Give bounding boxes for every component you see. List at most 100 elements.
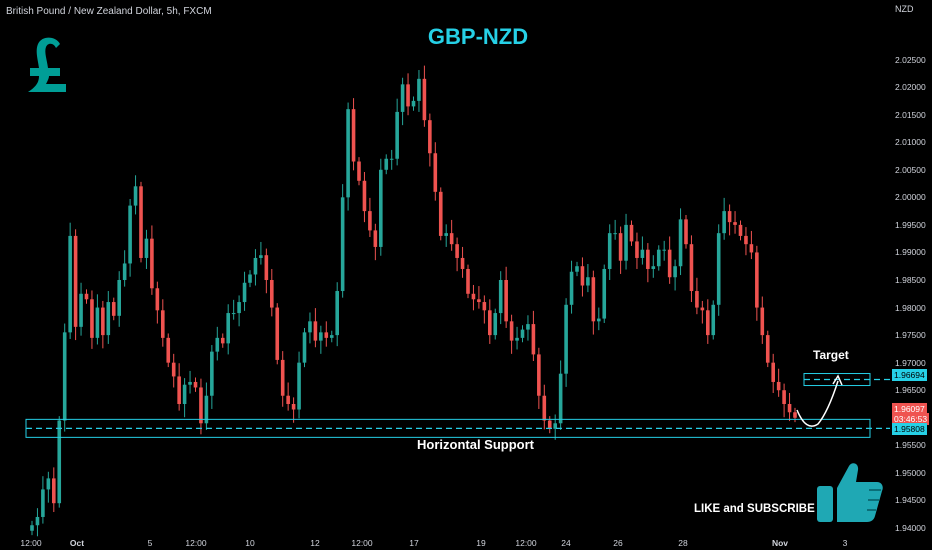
overlays-layer: [25, 373, 890, 438]
candle-body: [673, 266, 677, 278]
candle-body: [684, 219, 688, 245]
candle-body: [498, 280, 503, 314]
candle-body: [319, 332, 323, 341]
candle-body: [357, 161, 361, 181]
candle-body: [515, 337, 519, 341]
candle-body: [351, 109, 356, 162]
candle-body: [700, 307, 705, 311]
candle-body: [488, 310, 492, 336]
candle-body: [122, 263, 127, 280]
candle-body: [738, 224, 743, 236]
candle-body: [346, 109, 350, 198]
y-tick-label: 1.99500: [895, 219, 926, 230]
y-tick-label: 1.98500: [895, 275, 926, 285]
candle-body: [389, 158, 394, 160]
candle-body: [101, 307, 105, 336]
symbol-description: British Pound / New Zealand Dollar, 5h, …: [6, 6, 212, 17]
candle-body: [744, 235, 748, 245]
candle-body: [41, 489, 45, 517]
candle-body: [449, 233, 454, 245]
candle-body: [46, 478, 51, 490]
cta-text: LIKE and SUBSCRIBE: [694, 503, 815, 515]
x-tick-label: 24: [561, 538, 571, 548]
y-tick-label: 2.01500: [895, 109, 926, 120]
candle-body: [482, 302, 487, 311]
y-tick-label: 1.99000: [895, 247, 926, 258]
candle-body: [188, 381, 192, 385]
y-tick-label: 1.97000: [895, 357, 926, 368]
candle-body: [73, 235, 78, 327]
candle-body: [302, 332, 307, 363]
candle-body: [597, 318, 601, 322]
candle-body: [635, 241, 639, 258]
candle-body: [280, 359, 285, 396]
x-tick-label: 12:00: [185, 538, 207, 548]
candle-body: [313, 321, 318, 341]
candle-body: [667, 249, 672, 278]
candle-body: [564, 304, 568, 374]
candle-body: [231, 313, 236, 315]
x-tick-label: 12: [310, 538, 320, 548]
x-tick-label: 12:00: [20, 538, 42, 548]
candle-body: [477, 299, 481, 303]
candle-body: [177, 376, 181, 404]
candle-body: [455, 244, 459, 258]
candle-body: [640, 249, 645, 258]
candle-body: [155, 288, 160, 311]
candle-body: [793, 412, 797, 418]
pound-sign-icon: [28, 37, 66, 92]
candle-body: [547, 420, 552, 429]
projection-arrow: [796, 380, 839, 427]
candle-body: [324, 332, 329, 338]
y-tick-label: 2.00500: [895, 164, 926, 175]
candle-body: [537, 354, 541, 396]
candle-body: [210, 351, 214, 396]
candle-body: [749, 244, 754, 253]
candle-body: [706, 310, 710, 336]
x-tick-label: 17: [409, 538, 419, 548]
candles-layer: [30, 65, 797, 537]
candle-body: [531, 324, 536, 355]
candle-body: [444, 233, 448, 236]
candle-body: [329, 335, 334, 338]
candle-body: [618, 233, 623, 261]
candle-body: [166, 337, 171, 363]
y-tick-label: 1.97500: [895, 330, 926, 341]
candle-body: [526, 324, 530, 330]
y-tick-label: 1.95000: [895, 467, 926, 478]
candle-body: [509, 321, 514, 341]
candle-body: [760, 307, 765, 336]
x-tick-label: 26: [613, 538, 623, 548]
y-tick-label: 2.01000: [895, 137, 926, 148]
candle-body: [438, 191, 443, 236]
candle-body: [411, 100, 416, 107]
candle-body: [417, 78, 421, 101]
candle-body: [340, 197, 345, 292]
y-tick-label: 1.96500: [895, 385, 926, 396]
candle-body: [286, 395, 290, 404]
candle-body: [651, 266, 656, 269]
candle-body: [264, 255, 269, 280]
candle-body: [270, 280, 274, 308]
candle-body: [275, 307, 280, 360]
y-tick-label: 2.02500: [895, 54, 926, 65]
last-price-badge: 1.96097: [892, 403, 927, 415]
candle-body: [586, 277, 590, 286]
candle-body: [133, 186, 138, 206]
y-tick-label: 1.94000: [895, 523, 926, 533]
candle-body: [30, 525, 34, 531]
candle-body: [171, 362, 176, 377]
target-price-badge: 1.96694: [892, 369, 927, 381]
candle-body: [199, 387, 203, 424]
candle-body: [591, 277, 596, 322]
candle-body: [466, 268, 470, 294]
candle-body: [297, 362, 301, 410]
candle-body: [678, 219, 683, 267]
candle-body: [35, 516, 40, 526]
candle-body: [291, 404, 296, 410]
candle-body: [782, 390, 786, 404]
candle-body: [765, 335, 770, 363]
candle-body: [117, 280, 121, 316]
candle-body: [716, 233, 721, 305]
